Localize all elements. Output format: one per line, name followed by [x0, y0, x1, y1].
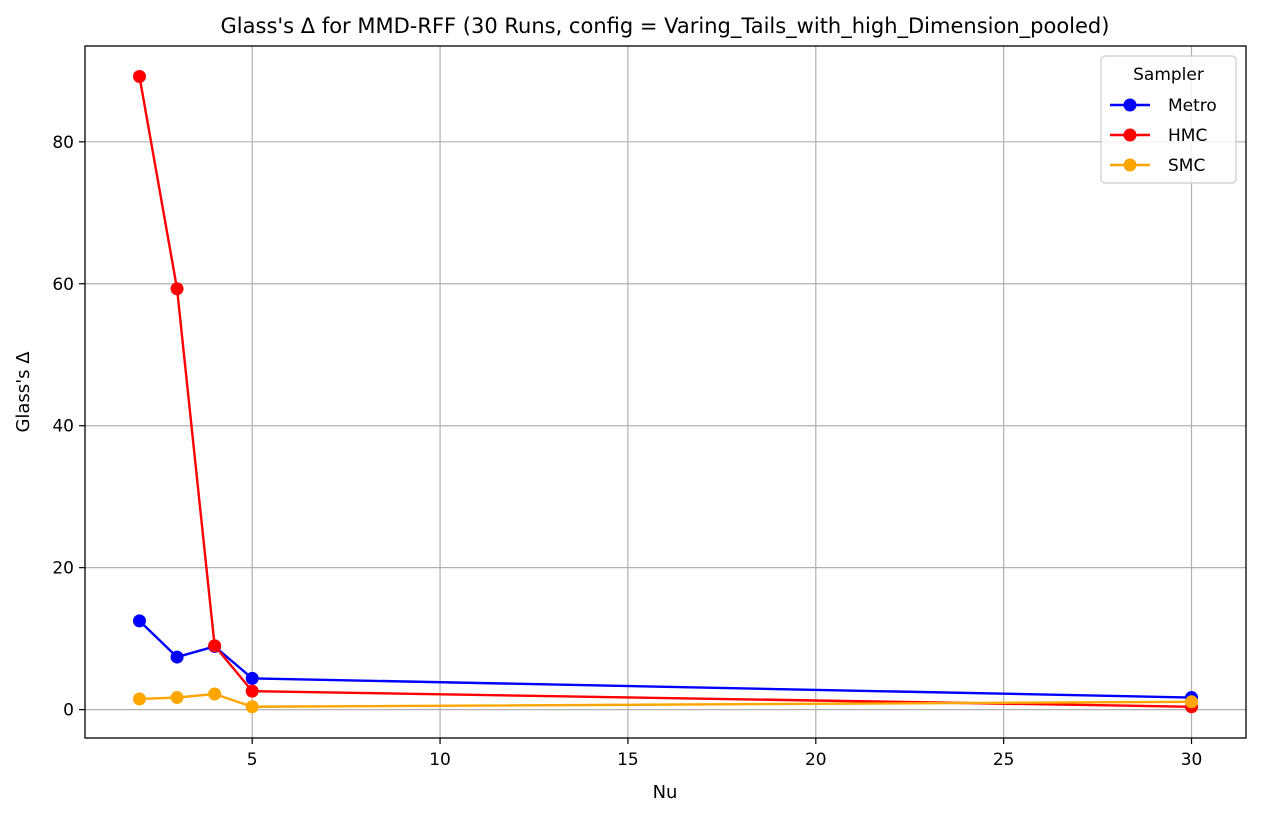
legend-title: Sampler [1133, 65, 1204, 85]
legend-item: Metro [1110, 96, 1217, 116]
legend-label: SMC [1168, 156, 1205, 176]
legend: Sampler Metro HMC SMC [1100, 55, 1237, 184]
legend-box [1100, 55, 1237, 184]
y-tick-label: 0 [63, 701, 74, 721]
data-point [245, 671, 259, 685]
data-point [132, 70, 146, 84]
data-point [170, 691, 184, 705]
data-point [170, 650, 184, 664]
x-tick-label: 10 [429, 750, 451, 770]
series-line [138, 76, 1192, 708]
series-hmc [132, 70, 1199, 714]
y-tick-label: 20 [52, 559, 74, 579]
y-tick-label: 40 [52, 417, 74, 437]
x-tick-label: 5 [247, 750, 258, 770]
x-tick-label: 15 [617, 750, 639, 770]
x-axis-label: Nu [653, 782, 678, 803]
legend-item: HMC [1110, 126, 1207, 146]
legend-marker [1123, 98, 1137, 112]
data-point [170, 282, 184, 296]
legend-marker [1123, 128, 1137, 142]
legend-label: HMC [1168, 126, 1207, 146]
data-point [132, 692, 146, 706]
x-tick-label: 20 [805, 750, 827, 770]
series-smc [132, 687, 1199, 714]
chart-title: Glass's Δ for MMD-RFF (30 Runs, config =… [221, 14, 1110, 39]
data-point [132, 614, 146, 628]
data-point [245, 684, 259, 698]
series-group [132, 70, 1199, 714]
data-point [208, 687, 222, 701]
y-tick-label: 80 [52, 133, 74, 153]
legend-label: Metro [1168, 96, 1217, 116]
legend-item: SMC [1110, 156, 1205, 176]
y-tick-label: 60 [52, 275, 74, 295]
series-line [138, 620, 1192, 699]
x-tick-label: 30 [1181, 750, 1203, 770]
x-tick-label: 25 [993, 750, 1015, 770]
grid-lines [85, 46, 1246, 738]
data-point [245, 700, 259, 714]
axis-ticks: 5 10 15 20 25 30 0 20 40 60 80 [52, 133, 1202, 770]
series-metro [132, 614, 1199, 705]
data-point [208, 639, 222, 653]
legend-marker [1123, 158, 1137, 172]
y-axis-label: Glass's Δ [13, 351, 34, 433]
data-point [1185, 695, 1199, 709]
plot-frame [84, 45, 1247, 739]
